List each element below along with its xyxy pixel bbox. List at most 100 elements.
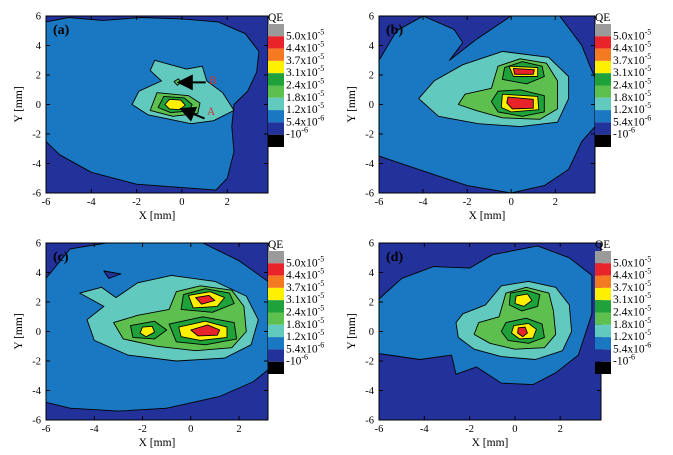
annotation-label: B	[209, 75, 217, 87]
colorbar-mantissa: 5.0x10	[286, 30, 318, 42]
y-tick-label: 4	[36, 41, 42, 52]
colorbar-mantissa: -10	[613, 356, 629, 368]
y-tick-label: -2	[32, 130, 41, 141]
colorbar-label: 5.0x10-5	[286, 254, 324, 269]
colorbar-exponent: -5	[318, 64, 325, 73]
y-tick-label: 4	[369, 268, 375, 279]
colorbar-exponent: -5	[645, 279, 652, 288]
colorbar-label: 5.0x10-5	[613, 254, 651, 269]
colorbar-swatch	[595, 337, 611, 350]
contour-region	[514, 293, 533, 307]
colorbar-swatch	[268, 287, 284, 301]
y-tick-label: 2	[369, 71, 374, 82]
colorbar-swatch	[268, 85, 284, 98]
colorbar-label: 4.4x10-5	[286, 40, 324, 55]
y-tick-label: 0	[369, 100, 374, 111]
colorbar-label: 1.8x10-5	[286, 316, 324, 331]
y-tick-label: 2	[36, 298, 41, 309]
colorbar-swatch	[268, 312, 284, 325]
colorbar-exponent: -5	[645, 267, 652, 276]
colorbar-label: 4.4x10-5	[286, 267, 324, 282]
colorbar-swatch	[268, 251, 284, 264]
colorbar-swatch	[595, 122, 611, 135]
colorbar-exponent: -5	[318, 291, 325, 300]
x-tick-label: -2	[463, 197, 472, 208]
colorbar-exponent: -5	[645, 27, 652, 36]
y-tick-label: -6	[32, 416, 41, 427]
colorbar-label: -10-6	[286, 353, 308, 368]
colorbar-mantissa: 5.4x10	[286, 343, 318, 355]
colorbar-exponent: -6	[628, 126, 635, 135]
y-tick-label: 2	[369, 298, 374, 309]
colorbar-mantissa: 1.2x10	[286, 104, 318, 116]
colorbar-exponent: -5	[645, 40, 652, 49]
colorbar-label: 3.1x10-5	[613, 64, 651, 79]
colorbar-mantissa: 3.7x10	[286, 282, 318, 294]
panel-a: -6 -4 -2 0 2 -6 -4 -2 0 2 4 6 X [mm] Y [mm] (a) B A QE5.0…	[13, 12, 324, 223]
colorbar-label: 3.7x10-5	[613, 279, 651, 294]
colorbar-swatch	[595, 287, 611, 301]
colorbar-mantissa: 5.0x10	[613, 30, 645, 42]
colorbar-mantissa: 4.4x10	[613, 270, 645, 282]
colorbar-mantissa: 4.4x10	[286, 43, 318, 55]
y-axis-label: Y [mm]	[346, 313, 358, 349]
contour-region	[139, 325, 156, 338]
y-tick-label: 2	[36, 71, 41, 82]
colorbar-exponent: -5	[645, 52, 652, 61]
colorbar: QE5.0x10-54.4x10-53.7x10-53.1x10-52.4x10…	[268, 239, 324, 374]
colorbar: QE5.0x10-54.4x10-53.7x10-53.1x10-52.4x10…	[268, 12, 324, 147]
colorbar-mantissa: 3.7x10	[613, 282, 645, 294]
colorbar-exponent: -5	[318, 254, 325, 263]
colorbar-mantissa: 2.4x10	[613, 307, 645, 319]
y-tick-label: -4	[32, 159, 41, 170]
x-tick-label: -4	[87, 197, 96, 208]
colorbar-exponent: -6	[645, 113, 652, 122]
y-tick-label: -2	[365, 130, 374, 141]
colorbar-swatch	[595, 36, 611, 49]
colorbar-label: 1.2x10-5	[613, 101, 651, 116]
y-tick-label: 0	[36, 100, 41, 111]
colorbar-mantissa: 1.8x10	[286, 92, 318, 104]
y-axis-label: Y [mm]	[346, 86, 358, 122]
plot-area	[46, 243, 268, 420]
y-tick-label: 6	[36, 12, 41, 23]
colorbar-exponent: -5	[318, 89, 325, 98]
panel-d: -6 -4 -2 0 2 -6 -4 -2 0 2 4 6 X [mm] Y [mm] (d) QE5.0x1…	[346, 239, 651, 450]
colorbar-swatch	[268, 263, 284, 276]
colorbar-label: 2.4x10-5	[286, 304, 324, 319]
colorbar: QE5.0x10-54.4x10-53.7x10-53.1x10-52.4x10…	[595, 239, 651, 374]
y-tick-label: -4	[365, 386, 374, 397]
colorbar-exponent: -5	[645, 328, 652, 337]
colorbar-exponent: -5	[645, 291, 652, 300]
x-axis-label: X [mm]	[139, 437, 176, 449]
colorbar-swatch	[268, 36, 284, 49]
x-tick-label: 2	[225, 197, 230, 208]
x-tick-label: -6	[375, 424, 384, 435]
panel-label: (d)	[386, 250, 403, 265]
colorbar-mantissa: 1.8x10	[613, 92, 645, 104]
y-tick-label: 0	[369, 327, 374, 338]
colorbar-swatch	[595, 48, 611, 61]
x-tick-label: 0	[512, 424, 517, 435]
contour-region	[103, 270, 122, 279]
colorbar-mantissa: 5.4x10	[613, 343, 645, 355]
x-axis-label: X [mm]	[472, 437, 509, 449]
colorbar-label: -10-6	[286, 126, 308, 141]
x-tick-label: 0	[188, 424, 193, 435]
colorbar-mantissa: 5.0x10	[613, 257, 645, 269]
colorbar-swatch	[595, 263, 611, 276]
panel-label: (b)	[386, 23, 403, 38]
y-tick-label: 4	[369, 41, 375, 52]
y-tick-label: -4	[32, 386, 41, 397]
x-tick-label: -6	[375, 197, 384, 208]
y-axis-label: Y [mm]	[13, 313, 25, 349]
colorbar-exponent: -5	[645, 304, 652, 313]
contour-region	[195, 294, 216, 305]
colorbar-label: 1.8x10-5	[613, 316, 651, 331]
colorbar-swatch	[595, 110, 611, 123]
panel-c: -6 -4 -2 0 2 -6 -4 -2 0 2 4 6 X [mm] Y [mm] (c) QE5.0x1…	[13, 239, 324, 450]
colorbar-label: 5.0x10-5	[286, 27, 324, 42]
y-tick-label: 6	[36, 239, 41, 250]
colorbar-swatch	[595, 134, 611, 147]
